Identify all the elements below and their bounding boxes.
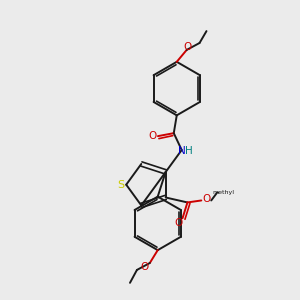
Text: N: N (178, 146, 186, 156)
Text: O: O (149, 131, 157, 141)
Text: methyl: methyl (212, 190, 234, 195)
Text: O: O (174, 218, 183, 228)
Text: O: O (184, 42, 192, 52)
Text: S: S (118, 180, 125, 190)
Text: O: O (202, 194, 210, 205)
Text: O: O (141, 262, 149, 272)
Text: H: H (185, 146, 193, 156)
